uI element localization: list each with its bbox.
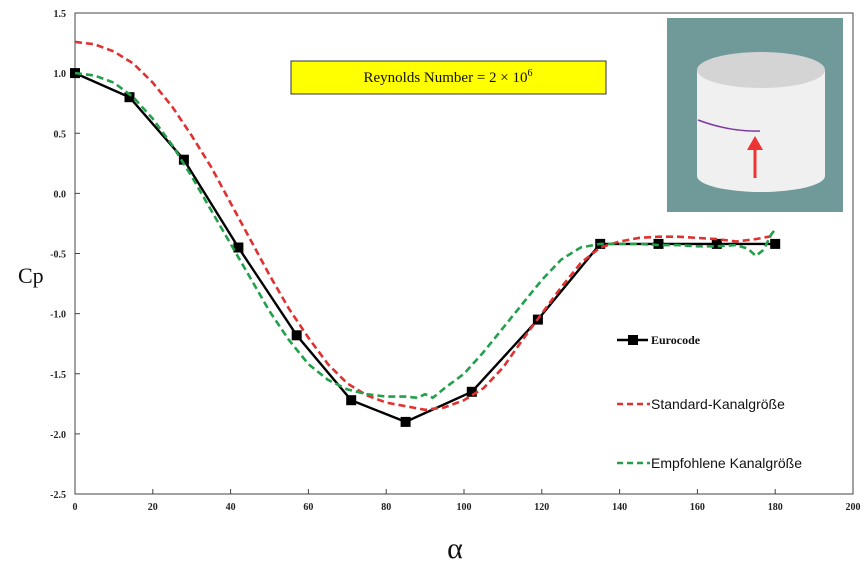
series-layer	[70, 40, 781, 427]
data-point	[346, 395, 357, 406]
x-tick-label: 160	[690, 502, 705, 513]
cylinder-icon	[697, 52, 825, 192]
y-tick-label: -0.5	[50, 250, 66, 261]
series-line-1	[74, 40, 776, 412]
y-tick-label: -1.0	[50, 310, 66, 321]
legend: Eurocode Standard-Kanalgröße Empfohlene …	[617, 333, 802, 471]
y-tick-label: 0.5	[54, 129, 67, 140]
data-point	[291, 330, 302, 341]
data-point	[178, 154, 189, 165]
annotation-box	[290, 60, 607, 95]
y-tick-label: 1.5	[54, 9, 67, 20]
data-point	[466, 386, 477, 397]
x-tick-label: 0	[73, 502, 78, 513]
arrow-up-icon	[747, 136, 763, 178]
legend-label-eurocode: Eurocode	[651, 333, 701, 347]
x-tick-label: 100	[457, 502, 472, 513]
y-tick-label: -1.5	[50, 370, 66, 381]
x-tick-label: 200	[846, 502, 861, 513]
y-tick-label: -2.0	[50, 430, 66, 441]
y-axis-title: Cp	[18, 263, 44, 288]
data-point	[233, 242, 244, 253]
y-tick-label: 1.0	[54, 69, 67, 80]
legend-label-empfohlene: Empfohlene Kanalgröße	[651, 455, 802, 471]
x-tick-label: 40	[226, 502, 236, 513]
x-tick-label: 140	[612, 502, 627, 513]
legend-item-eurocode: Eurocode	[617, 333, 701, 347]
legend-item-empfohlene: Empfohlene Kanalgröße	[617, 455, 802, 471]
axis-ticks: 0 20 40 60 80 100 120 140 160 180 200 1.5 1.0 0.5 0.0 -…	[50, 9, 860, 513]
annotation-text: Reynolds Number = 2 × 106	[364, 68, 533, 86]
legend-label-standard: Standard-Kanalgröße	[651, 396, 785, 412]
data-point	[124, 92, 135, 103]
reynolds-annotation: Reynolds Number = 2 × 106	[290, 60, 607, 95]
y-tick-label: -2.5	[50, 490, 66, 501]
data-point	[770, 238, 781, 249]
legend-item-standard: Standard-Kanalgröße	[617, 396, 785, 412]
x-axis-title: α	[447, 532, 463, 565]
data-point	[711, 238, 722, 249]
x-tick-label: 120	[534, 502, 549, 513]
x-tick-label: 60	[303, 502, 313, 513]
x-tick-label: 80	[381, 502, 391, 513]
x-tick-label: 20	[148, 502, 158, 513]
y-tick-label: 0.0	[54, 189, 67, 200]
data-point	[400, 416, 411, 427]
series-line-2	[74, 71, 777, 400]
x-tick-label: 180	[768, 502, 783, 513]
inset-image	[667, 18, 843, 212]
